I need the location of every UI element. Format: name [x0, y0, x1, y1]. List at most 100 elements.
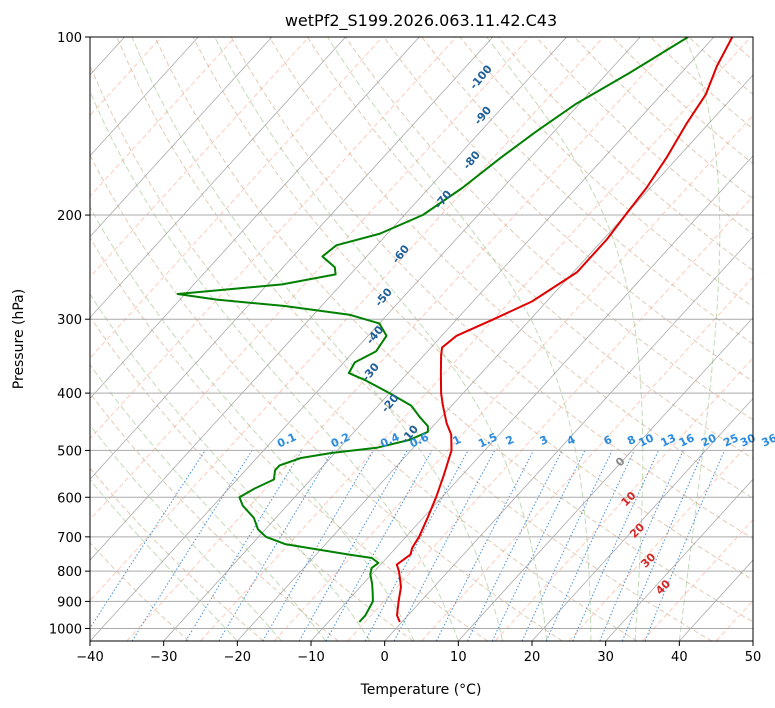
mixing-ratio-label: 20: [699, 431, 719, 449]
dry-adiabat-label: -40: [364, 323, 387, 347]
isotherm-dashed-line: [347, 195, 753, 641]
mixing-ratio-label: 4: [565, 433, 578, 448]
x-tick-label: 40: [671, 650, 688, 665]
y-ticks: 100 200 300 400 500 600 700 800 900 1000: [49, 31, 90, 637]
isotherm-line: [90, 37, 494, 480]
isotherm-label: 10: [619, 489, 639, 509]
y-tick-label: 800: [57, 565, 82, 580]
mixing-ratio-label: 36: [760, 431, 775, 449]
moist-adiabat-line: [90, 90, 459, 641]
mixing-ratio-label: 0.2: [329, 430, 352, 450]
isotherm-dashed-line: [642, 518, 753, 641]
moist-adiabat-line: [90, 206, 415, 641]
moist-adiabat-line: [678, 37, 721, 641]
mixing-ratio-line: [364, 450, 469, 641]
isotherm-dashed-line: [200, 37, 752, 641]
mixing-ratio-label: 16: [677, 431, 697, 449]
moist-adiabat-line: [90, 478, 238, 641]
dry-adiabat-line: [573, 37, 753, 200]
temperature-line: [395, 37, 734, 623]
isotherm-dashed-line: [494, 357, 753, 641]
y-tick-label: 200: [57, 209, 82, 224]
y-tick-label: 1000: [49, 622, 82, 637]
dry-adiabat-line: [90, 153, 563, 641]
dry-adiabat-label: -60: [389, 242, 412, 266]
isotherm-line: [752, 640, 753, 641]
dry-adiabat-line: [650, 37, 753, 130]
mixing-ratio-line: [325, 450, 433, 641]
mixing-ratio-line: [521, 450, 613, 641]
mixing-ratio-line: [545, 450, 635, 641]
mixing-ratio-line: [644, 450, 725, 641]
dry-adiabat-line: [383, 37, 753, 383]
isotherm-line: [90, 37, 346, 319]
series-lines: [176, 37, 734, 623]
chart-title: wetPf2_S199.2026.063.11.42.C43: [285, 11, 557, 31]
dry-adiabat-line: [116, 37, 712, 641]
dry-adiabat-line: [90, 467, 264, 641]
moist-adiabat-line: [327, 37, 592, 641]
x-tick-label: −10: [297, 650, 324, 665]
isotherm-dashed-line: [126, 37, 678, 641]
dry-adiabat-line: [90, 64, 638, 641]
mixing-ratio-label: 3: [538, 433, 550, 448]
isotherm-dashed-line: [90, 37, 310, 278]
dewpoint-line: [176, 37, 689, 623]
y-tick-label: 300: [57, 313, 82, 328]
isotherm-line: [90, 37, 567, 561]
mixing-ratio-label: 2: [504, 433, 516, 448]
dry-adiabat-line: [192, 37, 753, 581]
y-tick-label: 400: [57, 387, 82, 402]
dry-adiabat-line: [535, 37, 753, 236]
y-axis-label: Pressure (hPa): [11, 289, 27, 389]
isotherm-dashed-line: [90, 37, 604, 602]
mixing-ratio-line: [467, 450, 563, 641]
x-tick-label: 30: [597, 650, 614, 665]
isotherm-line: [237, 74, 753, 641]
isotherm-line: [90, 37, 273, 238]
mixing-ratio-label: 1.5: [476, 430, 499, 450]
y-tick-label: 500: [57, 444, 82, 459]
moist-adiabat-line: [131, 37, 503, 641]
isotherm-line: [90, 37, 199, 157]
dry-adiabat-line: [90, 236, 488, 641]
mixing-ratio-label: 13: [659, 431, 678, 449]
isotherm-line: [531, 397, 753, 641]
mixing-ratio-line: [621, 450, 705, 641]
dry-adiabat-line: [154, 37, 753, 623]
isotherm-line: [605, 478, 753, 641]
moist-adiabat-line: [90, 424, 282, 641]
grid: [90, 37, 753, 641]
x-tick-label: −20: [224, 650, 251, 665]
dry-adiabat-line: [268, 37, 753, 499]
mixing-ratio-label: 30: [738, 431, 758, 449]
dry-adiabat-label: -100: [467, 62, 495, 92]
mixing-ratio-label: 0.4: [378, 430, 401, 450]
x-axis-label: Temperature (°C): [360, 682, 482, 698]
dry-adiabat-line: [90, 315, 414, 641]
dry-adiabat-label: -90: [471, 104, 494, 128]
mixing-ratio-line: [393, 450, 496, 641]
x-tick-label: 10: [450, 650, 467, 665]
dry-adiabat-line: [459, 37, 753, 308]
moist-adiabat-line: [90, 363, 327, 641]
moist-adiabat-line: [214, 37, 548, 641]
dry-adiabat-label: -70: [432, 188, 455, 212]
isotherm-line: [458, 316, 753, 641]
moist-adiabat-line: [90, 293, 371, 641]
isotherm-label: 0: [613, 454, 628, 469]
dry-adiabat-line: [421, 37, 753, 345]
isotherm-line: [163, 37, 715, 641]
isotherm-line: [310, 155, 753, 641]
isotherm-dashed-line: [90, 37, 531, 521]
x-tick-label: 20: [524, 650, 541, 665]
isotherm-line: [90, 37, 641, 641]
y-tick-label: 900: [57, 595, 82, 610]
isotherm-line: [90, 37, 420, 400]
mixing-ratio-line: [491, 450, 586, 641]
isotherm-dashed-line: [273, 114, 753, 641]
mixing-ratio-line: [435, 450, 535, 641]
isotherm-line: [384, 236, 753, 641]
isotherm-label: 40: [653, 577, 673, 597]
